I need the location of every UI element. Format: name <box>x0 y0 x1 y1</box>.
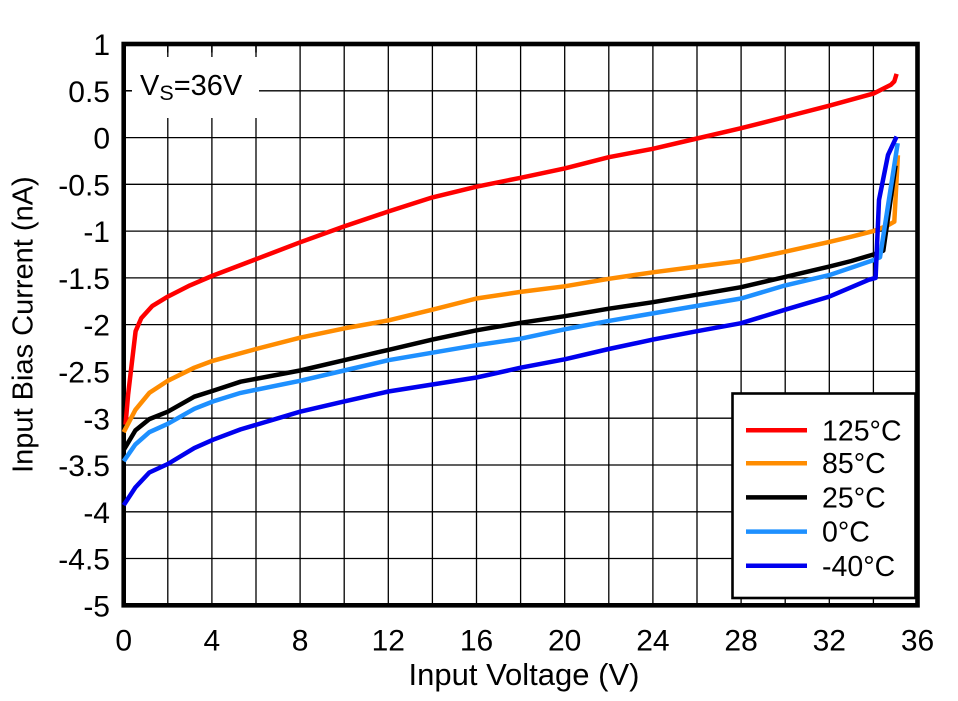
svg-text:-5: -5 <box>83 590 110 623</box>
svg-text:125°C: 125°C <box>822 415 902 447</box>
svg-text:32: 32 <box>813 625 846 658</box>
svg-text:-0.5: -0.5 <box>58 169 110 202</box>
svg-text:85°C: 85°C <box>822 448 886 480</box>
svg-text:-40°C: -40°C <box>822 551 895 583</box>
svg-text:-2.5: -2.5 <box>58 357 110 390</box>
svg-text:24: 24 <box>636 625 669 658</box>
svg-text:8: 8 <box>292 625 309 658</box>
svg-text:-3: -3 <box>83 403 110 436</box>
svg-text:Input Voltage (V): Input Voltage (V) <box>409 657 640 692</box>
svg-text:-3.5: -3.5 <box>58 450 110 483</box>
svg-text:-4: -4 <box>83 497 110 530</box>
svg-text:20: 20 <box>548 625 581 658</box>
svg-text:0: 0 <box>115 625 132 658</box>
svg-text:36: 36 <box>901 625 934 658</box>
svg-text:16: 16 <box>460 625 493 658</box>
svg-text:-4.5: -4.5 <box>58 544 110 577</box>
svg-text:VS=36V: VS=36V <box>140 70 243 105</box>
svg-text:Input Bias Current (nA): Input Bias Current (nA) <box>8 176 40 473</box>
svg-text:12: 12 <box>372 625 405 658</box>
svg-text:0.5: 0.5 <box>68 76 110 109</box>
svg-text:-1: -1 <box>83 216 110 249</box>
svg-text:1: 1 <box>93 29 110 62</box>
svg-text:4: 4 <box>204 625 221 658</box>
svg-text:-1.5: -1.5 <box>58 263 110 296</box>
svg-text:0: 0 <box>93 123 110 156</box>
svg-text:0°C: 0°C <box>822 517 870 549</box>
svg-text:28: 28 <box>724 625 757 658</box>
svg-text:25°C: 25°C <box>822 482 886 514</box>
svg-text:-2: -2 <box>83 310 110 343</box>
